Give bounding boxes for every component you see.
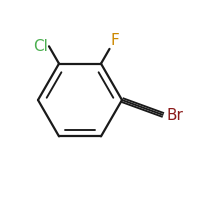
Text: Br: Br <box>167 108 184 123</box>
Text: F: F <box>110 33 119 48</box>
Text: Cl: Cl <box>33 39 48 54</box>
